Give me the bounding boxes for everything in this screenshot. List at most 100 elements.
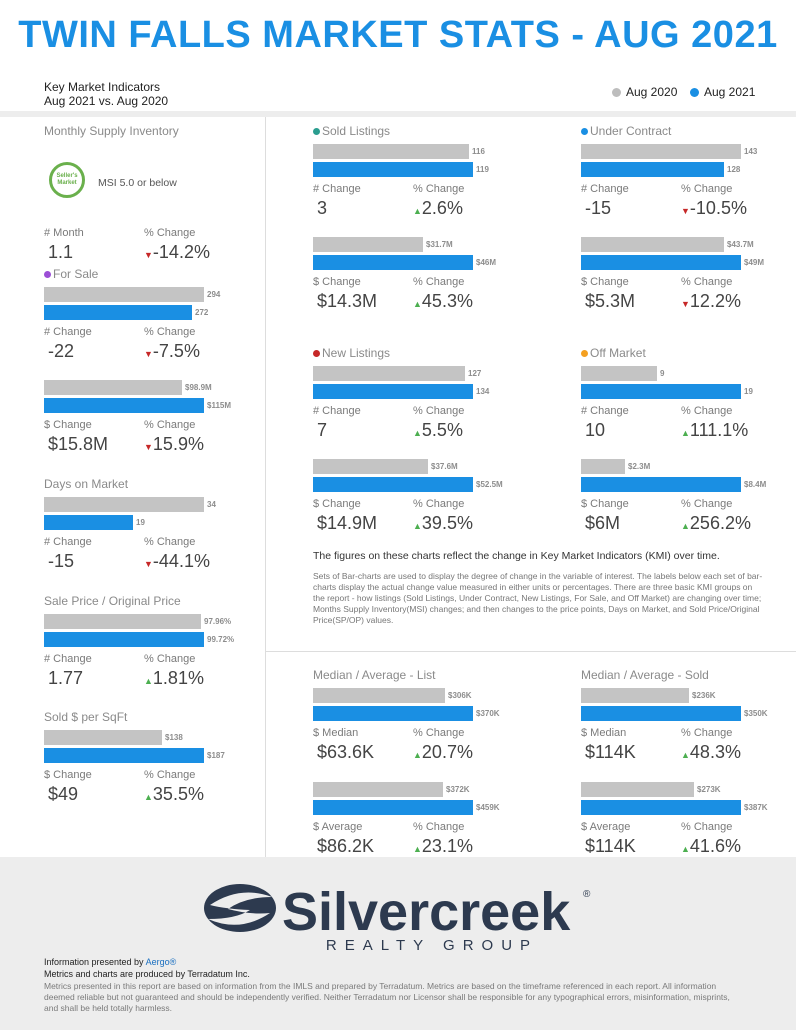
change-right-label: % Change xyxy=(681,498,733,510)
bar-curr xyxy=(581,706,741,721)
bar-curr xyxy=(581,162,724,177)
change-right-label: % Change xyxy=(681,821,733,833)
trend-arrow-icon: ▲ xyxy=(681,428,690,438)
bar-curr-label: $350K xyxy=(744,709,768,718)
change-left-label: $ Change xyxy=(44,419,92,431)
off-market-title: Off Market xyxy=(581,346,646,360)
change-right-label: % Change xyxy=(413,821,465,833)
change-left-label: $ Median xyxy=(581,727,627,739)
legend-prev-swatch xyxy=(612,87,621,97)
change-percent-text: -44.1% xyxy=(152,551,210,571)
change-left-label: # Change xyxy=(581,405,629,417)
under-title-text: Under Contract xyxy=(590,124,672,138)
bar-prev-label: 127 xyxy=(468,369,482,378)
new-listings-title-text: New Listings xyxy=(322,346,391,360)
bar-prev xyxy=(581,688,689,703)
change-left-value: $14.3M xyxy=(317,291,378,311)
trend-arrow-icon: ▼ xyxy=(144,250,153,260)
change-percent-text: 256.2% xyxy=(689,513,751,533)
bar-curr-label: 19 xyxy=(136,518,145,527)
bar-curr-label: $459K xyxy=(476,803,500,812)
new-listings-dot-icon xyxy=(313,350,320,357)
change-right-value: ▲39.5% xyxy=(413,513,473,534)
new-listings-title: New Listings xyxy=(313,346,390,360)
legend-curr-swatch xyxy=(690,87,699,97)
sold-dot-icon xyxy=(313,128,320,135)
change-right-value: ▲2.6% xyxy=(413,198,463,219)
sold-title-text: Sold Listings xyxy=(322,124,391,138)
note-heading: The figures on these charts reflect the … xyxy=(313,550,720,562)
sold-price-title: Median / Average - Sold xyxy=(581,668,709,682)
bar-curr-label: $115M xyxy=(207,401,232,410)
bar-prev-label: $43.7M xyxy=(727,240,754,249)
bar-curr-label: $52.5M xyxy=(476,480,503,489)
legend-curr: Aug 2021 xyxy=(690,85,755,99)
change-left-label: $ Change xyxy=(581,498,629,510)
change-left-label: # Change xyxy=(313,183,361,195)
change-left-label: # Change xyxy=(44,653,92,665)
bar-prev-label: $31.7M xyxy=(426,240,453,249)
trend-arrow-icon: ▲ xyxy=(413,750,422,760)
trend-arrow-icon: ▲ xyxy=(413,299,422,309)
bar-prev-label: $37.6M xyxy=(431,462,458,471)
header-divider xyxy=(0,111,796,117)
change-left-value: $5.3M xyxy=(585,291,636,311)
bar-prev xyxy=(44,730,162,745)
subtitle-line2: Aug 2021 vs. Aug 2020 xyxy=(44,94,169,108)
bar-curr-label: $387K xyxy=(744,803,768,812)
sqft-title: Sold $ per SqFt xyxy=(44,710,128,724)
legend-prev: Aug 2020 xyxy=(612,85,677,99)
bar-prev xyxy=(313,366,465,381)
change-percent-text: 15.9% xyxy=(152,434,204,454)
bar-curr xyxy=(313,384,473,399)
change-percent-text: 39.5% xyxy=(421,513,473,533)
silvercreek-logo: Silvercreek ® REALTY GROUP xyxy=(204,882,591,954)
change-percent-text: 111.1% xyxy=(689,420,749,440)
bar-prev xyxy=(313,237,423,252)
change-right-label: % Change xyxy=(144,653,196,665)
bar-prev xyxy=(44,614,201,629)
change-right-value: ▲5.5% xyxy=(413,420,463,441)
change-percent-text: 41.6% xyxy=(689,836,741,856)
change-left-label: $ Change xyxy=(313,276,361,288)
change-left-value: $114K xyxy=(585,742,636,762)
change-right-value: ▼15.9% xyxy=(144,434,204,455)
bar-prev-label: 294 xyxy=(207,290,221,299)
footer-band xyxy=(0,857,796,1030)
bar-prev-label: 116 xyxy=(472,147,485,156)
bar-prev-label: 9 xyxy=(660,369,665,378)
change-percent-text: 48.3% xyxy=(689,742,741,762)
bar-prev xyxy=(313,782,443,797)
under-dot-icon xyxy=(581,128,588,135)
bar-curr xyxy=(44,398,204,413)
change-left-value: 3 xyxy=(317,198,328,218)
aergo-link[interactable]: Aergo® xyxy=(145,957,177,967)
trend-arrow-icon: ▼ xyxy=(681,206,690,216)
change-percent-text: 45.3% xyxy=(421,291,473,311)
bar-curr xyxy=(44,632,204,647)
trend-arrow-icon: ▼ xyxy=(144,349,153,359)
bar-curr xyxy=(44,305,192,320)
sellers-market-badge-text: Seller's Market xyxy=(56,173,78,186)
msi-right-value-text: -14.2% xyxy=(152,242,210,262)
change-right-value: ▲41.6% xyxy=(681,836,741,857)
bar-prev xyxy=(581,366,657,381)
bar-prev xyxy=(581,144,741,159)
msi-left-label: # Month xyxy=(44,227,84,239)
bar-curr-label: $49M xyxy=(744,258,765,267)
bar-prev xyxy=(313,144,469,159)
trend-arrow-icon: ▲ xyxy=(144,676,153,686)
msi-title: Monthly Supply Inventory xyxy=(44,124,179,138)
change-left-value: 10 xyxy=(585,420,606,440)
bar-prev xyxy=(581,459,625,474)
bar-curr xyxy=(313,162,473,177)
change-right-value: ▲20.7% xyxy=(413,742,473,763)
list-price-title: Median / Average - List xyxy=(313,668,436,682)
bar-prev xyxy=(44,380,182,395)
legend-curr-label: Aug 2021 xyxy=(704,85,756,99)
change-left-label: $ Median xyxy=(313,727,359,739)
msi-badge-text: MSI 5.0 or below xyxy=(98,177,177,189)
change-right-label: % Change xyxy=(681,727,733,739)
change-right-label: % Change xyxy=(413,276,465,288)
bar-prev-label: $236K xyxy=(692,691,716,700)
